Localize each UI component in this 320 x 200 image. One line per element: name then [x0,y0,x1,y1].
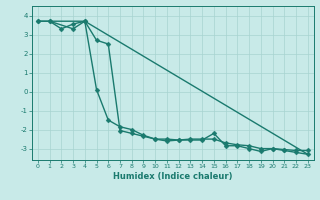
X-axis label: Humidex (Indice chaleur): Humidex (Indice chaleur) [113,172,233,181]
